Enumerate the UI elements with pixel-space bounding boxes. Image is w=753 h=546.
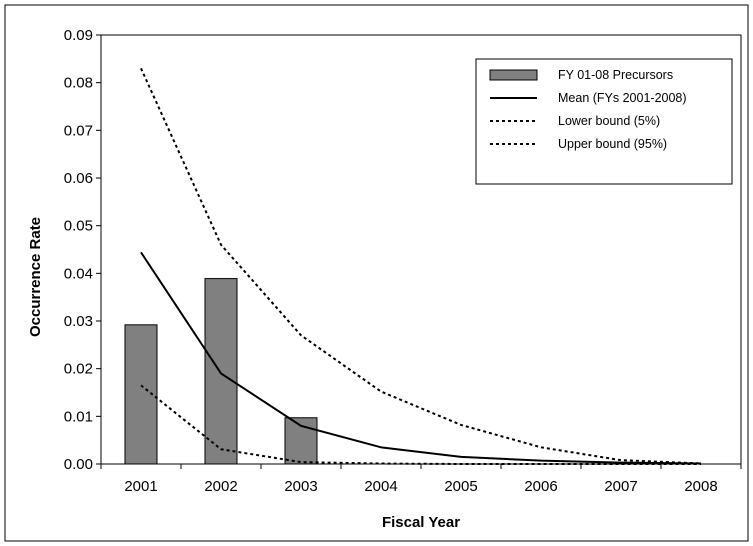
x-axis-title: Fiscal Year [382,514,460,531]
y-tick-label: 0.01 [64,408,93,425]
x-tick-label: 2005 [444,478,477,495]
x-tick-label: 2002 [204,478,237,495]
y-tick-label: 0.07 [64,122,93,139]
y-tick-label: 0.05 [64,218,93,235]
x-tick-label: 2007 [604,478,637,495]
y-tick-label: 0.04 [64,265,93,282]
y-axis-title: Occurrence Rate [27,217,44,337]
y-tick-label: 0.08 [64,75,93,92]
legend-swatch-bar [490,70,537,80]
y-tick-label: 0.02 [64,361,93,378]
legend-label: Lower bound (5%) [558,114,660,128]
y-tick-label: 0.06 [64,170,93,187]
x-tick-label: 2003 [284,478,317,495]
legend-label: Upper bound (95%) [558,137,667,151]
y-tick-label: 0.09 [64,27,93,44]
legend: FY 01-08 Precursors Mean (FYs 2001-2008) L… [476,59,732,184]
x-tick-label: 2004 [364,478,397,495]
legend-label: FY 01-08 Precursors [558,68,673,82]
x-tick-label: 2006 [524,478,557,495]
bar-2002 [205,279,237,464]
x-tick-label: 2001 [124,478,157,495]
y-tick-label: 0.03 [64,313,93,330]
x-tick-label: 2008 [684,478,717,495]
legend-label: Mean (FYs 2001-2008) [558,91,687,105]
y-tick-label: 0.00 [64,456,93,473]
